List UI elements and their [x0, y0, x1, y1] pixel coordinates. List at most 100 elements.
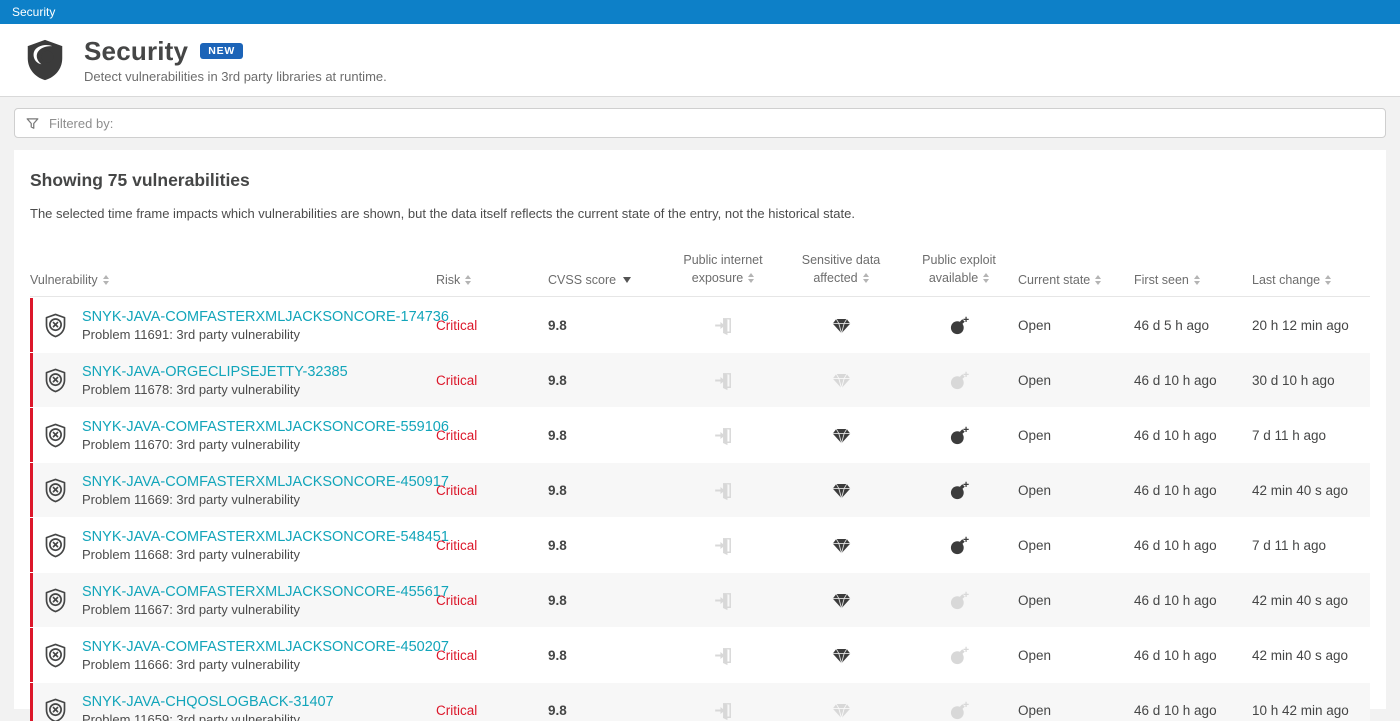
- vulnerability-link[interactable]: SNYK-JAVA-ORGECLIPSEJETTY-32385: [82, 363, 348, 380]
- filter-bar[interactable]: Filtered by:: [14, 108, 1386, 138]
- column-header-cvss-score[interactable]: CVSS score: [548, 273, 664, 287]
- table-row[interactable]: SNYK-JAVA-COMFASTERXMLJACKSONCORE-174736…: [30, 298, 1370, 353]
- shield-x-icon: [45, 698, 66, 721]
- vulnerability-link[interactable]: SNYK-JAVA-COMFASTERXMLJACKSONCORE-450917: [82, 473, 449, 490]
- column-header-vulnerability[interactable]: Vulnerability: [30, 273, 436, 287]
- door-exit-icon: [713, 590, 734, 611]
- vulnerabilities-card: Showing 75 vulnerabilities The selected …: [14, 150, 1386, 721]
- risk-level: Critical: [436, 482, 478, 498]
- table-row[interactable]: SNYK-JAVA-COMFASTERXMLJACKSONCORE-450207…: [30, 628, 1370, 683]
- vulnerability-cell: SNYK-JAVA-COMFASTERXMLJACKSONCORE-559106…: [33, 418, 449, 452]
- risk-level: Critical: [436, 372, 478, 388]
- vulnerability-link[interactable]: SNYK-JAVA-CHQOSLOGBACK-31407: [82, 693, 334, 710]
- shield-x-icon: [45, 588, 66, 613]
- current-state: Open: [1018, 372, 1052, 388]
- current-state: Open: [1018, 702, 1052, 718]
- table-header-row: Vulnerability Risk CVSS score Public int…: [30, 251, 1370, 298]
- diamond-icon: [831, 645, 852, 666]
- cvss-score: 9.8: [548, 427, 567, 443]
- page-subtitle: Detect vulnerabilities in 3rd party libr…: [84, 68, 387, 84]
- vulnerability-link[interactable]: SNYK-JAVA-COMFASTERXMLJACKSONCORE-450207: [82, 638, 449, 655]
- first-seen: 46 d 10 h ago: [1134, 427, 1217, 443]
- bomb-icon: [949, 480, 970, 501]
- vulnerability-cell: SNYK-JAVA-ORGECLIPSEJETTY-32385 Problem …: [33, 364, 436, 397]
- table-row[interactable]: SNYK-JAVA-COMFASTERXMLJACKSONCORE-559106…: [30, 408, 1370, 463]
- risk-level: Critical: [436, 592, 478, 608]
- table-row[interactable]: SNYK-JAVA-COMFASTERXMLJACKSONCORE-548451…: [30, 518, 1370, 573]
- sort-icon: [1095, 275, 1102, 286]
- diamond-icon: [831, 315, 852, 336]
- door-exit-icon: [713, 425, 734, 446]
- last-change: 20 h 12 min ago: [1252, 317, 1349, 333]
- column-header-public-exploit-available[interactable]: Public exploit available: [922, 253, 996, 286]
- problem-label: Problem 11667: 3rd party vulnerability: [82, 601, 300, 617]
- vulnerability-count-heading: Showing 75 vulnerabilities: [30, 170, 250, 190]
- new-badge: NEW: [200, 43, 244, 59]
- table-row[interactable]: SNYK-JAVA-ORGECLIPSEJETTY-32385 Problem …: [30, 353, 1370, 408]
- vulnerability-link[interactable]: SNYK-JAVA-COMFASTERXMLJACKSONCORE-174736: [82, 308, 449, 325]
- first-seen: 46 d 10 h ago: [1134, 372, 1217, 388]
- diamond-icon: [831, 700, 852, 721]
- risk-level: Critical: [436, 317, 478, 333]
- vulnerability-cell: SNYK-JAVA-COMFASTERXMLJACKSONCORE-450207…: [33, 638, 449, 672]
- filter-label: Filtered by:: [49, 115, 114, 131]
- shield-x-icon: [45, 423, 66, 448]
- header-text: Security NEW Detect vulnerabilities in 3…: [84, 36, 387, 84]
- problem-label: Problem 11669: 3rd party vulnerability: [82, 491, 300, 507]
- last-change: 30 d 10 h ago: [1252, 372, 1335, 388]
- column-header-sensitive-data-affected[interactable]: Sensitive data affected: [801, 253, 881, 286]
- diamond-icon: [831, 590, 852, 611]
- column-header-risk[interactable]: Risk: [436, 273, 548, 287]
- column-header-current-state[interactable]: Current state: [1018, 273, 1134, 287]
- column-header-last-change[interactable]: Last change: [1252, 273, 1370, 287]
- current-state: Open: [1018, 537, 1052, 553]
- sort-icon: [748, 273, 755, 284]
- door-exit-icon: [713, 480, 734, 501]
- sort-icon: [102, 275, 109, 286]
- sort-icon: [1325, 275, 1332, 286]
- topbar-tab-security[interactable]: Security: [12, 5, 56, 19]
- page-header: Security NEW Detect vulnerabilities in 3…: [0, 24, 1400, 97]
- last-change: 42 min 40 s ago: [1252, 592, 1349, 608]
- vulnerability-link[interactable]: SNYK-JAVA-COMFASTERXMLJACKSONCORE-559106: [82, 418, 449, 435]
- first-seen: 46 d 10 h ago: [1134, 482, 1217, 498]
- page-title: Security: [84, 35, 189, 66]
- column-header-public-internet-exposure[interactable]: Public internet exposure: [683, 253, 763, 286]
- door-exit-icon: [713, 370, 734, 391]
- cvss-score: 9.8: [548, 482, 567, 498]
- last-change: 7 d 11 h ago: [1252, 427, 1327, 443]
- vulnerability-link[interactable]: SNYK-JAVA-COMFASTERXMLJACKSONCORE-455617: [82, 583, 449, 600]
- first-seen: 46 d 10 h ago: [1134, 702, 1217, 718]
- current-state: Open: [1018, 592, 1052, 608]
- top-navigation-bar: Security: [0, 0, 1400, 24]
- vulnerability-cell: SNYK-JAVA-CHQOSLOGBACK-31407 Problem 116…: [33, 694, 436, 721]
- table-row[interactable]: SNYK-JAVA-COMFASTERXMLJACKSONCORE-450917…: [30, 463, 1370, 518]
- last-change: 10 h 42 min ago: [1252, 702, 1349, 718]
- sort-descending-icon: [623, 277, 632, 284]
- cvss-score: 9.8: [548, 537, 567, 553]
- vulnerability-link[interactable]: SNYK-JAVA-COMFASTERXMLJACKSONCORE-548451: [82, 528, 449, 545]
- door-exit-icon: [713, 315, 734, 336]
- vulnerability-cell: SNYK-JAVA-COMFASTERXMLJACKSONCORE-455617…: [33, 583, 449, 617]
- door-exit-icon: [713, 645, 734, 666]
- vulnerability-cell: SNYK-JAVA-COMFASTERXMLJACKSONCORE-174736…: [33, 308, 449, 342]
- sort-icon: [465, 275, 472, 286]
- column-header-first-seen[interactable]: First seen: [1134, 273, 1252, 287]
- vulnerability-table-body: SNYK-JAVA-COMFASTERXMLJACKSONCORE-174736…: [30, 298, 1370, 721]
- diamond-icon: [831, 425, 852, 446]
- risk-level: Critical: [436, 427, 478, 443]
- last-change: 42 min 40 s ago: [1252, 647, 1349, 663]
- shield-x-icon: [45, 643, 66, 668]
- table-row[interactable]: SNYK-JAVA-COMFASTERXMLJACKSONCORE-455617…: [30, 573, 1370, 628]
- shield-x-icon: [45, 313, 66, 338]
- vulnerability-cell: SNYK-JAVA-COMFASTERXMLJACKSONCORE-450917…: [33, 473, 449, 507]
- last-change: 7 d 11 h ago: [1252, 537, 1327, 553]
- table-row[interactable]: SNYK-JAVA-CHQOSLOGBACK-31407 Problem 116…: [30, 683, 1370, 721]
- bomb-icon: [949, 315, 970, 336]
- risk-level: Critical: [436, 647, 478, 663]
- door-exit-icon: [713, 700, 734, 721]
- current-state: Open: [1018, 427, 1052, 443]
- cvss-score: 9.8: [548, 317, 567, 333]
- problem-label: Problem 11666: 3rd party vulnerability: [82, 656, 300, 672]
- shield-x-icon: [45, 478, 66, 503]
